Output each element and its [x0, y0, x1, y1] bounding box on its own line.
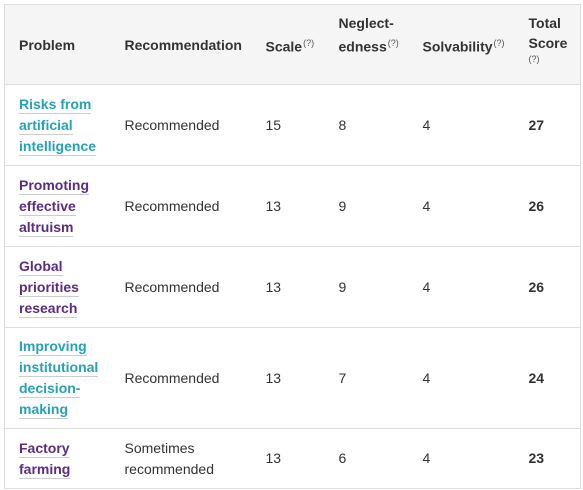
- solvability-cell: 4: [408, 327, 515, 429]
- neglectedness-cell: 8: [324, 84, 409, 166]
- neglectedness-cell: 6: [324, 428, 409, 489]
- neglectedness-help-link[interactable]: (?): [387, 38, 399, 48]
- total-score-cell: 24: [514, 327, 581, 429]
- header-recommendation: Recommendation: [110, 4, 252, 85]
- scale-cell: 13: [251, 327, 325, 429]
- scale-cell: 13: [251, 165, 325, 247]
- total-score-help-link[interactable]: (?): [528, 54, 540, 64]
- total-score-cell: 23: [514, 428, 581, 489]
- table-row: Risks from artificial intelligence Recom…: [4, 84, 581, 166]
- table-row: Global priorities research Recommended 1…: [4, 246, 581, 328]
- problem-link[interactable]: Promoting effective altruism: [19, 176, 89, 237]
- recommendation-cell: Sometimes recommended: [110, 428, 252, 489]
- problem-cell: Global priorities research: [4, 246, 111, 328]
- recommendation-cell: Recommended: [110, 327, 252, 429]
- problem-cell: Factory farming: [4, 428, 111, 489]
- scale-cell: 15: [251, 84, 325, 166]
- problem-ranking-table: Problem Recommendation Scale(?) Neglect-…: [4, 4, 581, 489]
- scale-cell: 13: [251, 246, 325, 328]
- recommendation-cell: Recommended: [110, 246, 252, 328]
- header-problem: Problem: [4, 4, 111, 85]
- header-scale: Scale(?): [251, 4, 325, 85]
- table-row: Promoting effective altruism Recommended…: [4, 165, 581, 247]
- problem-cell: Promoting effective altruism: [4, 165, 111, 247]
- solvability-help-link[interactable]: (?): [493, 37, 505, 48]
- total-score-cell: 27: [514, 84, 581, 166]
- problem-link[interactable]: Global priorities research: [19, 257, 79, 318]
- header-neglectedness: Neglect- edness(?): [324, 4, 409, 85]
- recommendation-cell: Recommended: [110, 84, 252, 166]
- total-score-cell: 26: [514, 165, 581, 247]
- scale-cell: 13: [251, 428, 325, 489]
- table-header-row: Problem Recommendation Scale(?) Neglect-…: [4, 4, 581, 85]
- solvability-cell: 4: [408, 84, 515, 166]
- neglectedness-cell: 7: [324, 327, 409, 429]
- neglectedness-cell: 9: [324, 165, 409, 247]
- table-row: Factory farming Sometimes recommended 13…: [4, 428, 581, 489]
- problem-cell: Improving institutional decision-making: [4, 327, 111, 429]
- problem-link[interactable]: Improving institutional decision-making: [19, 338, 99, 419]
- problem-link[interactable]: Factory farming: [19, 439, 71, 479]
- problem-link[interactable]: Risks from artificial intelligence: [19, 95, 97, 156]
- solvability-cell: 4: [408, 246, 515, 328]
- problem-cell: Risks from artificial intelligence: [4, 84, 111, 166]
- solvability-cell: 4: [408, 165, 515, 247]
- header-solvability: Solvability(?): [408, 4, 515, 85]
- scale-help-link[interactable]: (?): [303, 37, 315, 48]
- header-total-score: Total Score (?): [514, 4, 581, 85]
- solvability-cell: 4: [408, 428, 515, 489]
- total-score-cell: 26: [514, 246, 581, 328]
- neglectedness-cell: 9: [324, 246, 409, 328]
- table-row: Improving institutional decision-making …: [4, 327, 581, 429]
- recommendation-cell: Recommended: [110, 165, 252, 247]
